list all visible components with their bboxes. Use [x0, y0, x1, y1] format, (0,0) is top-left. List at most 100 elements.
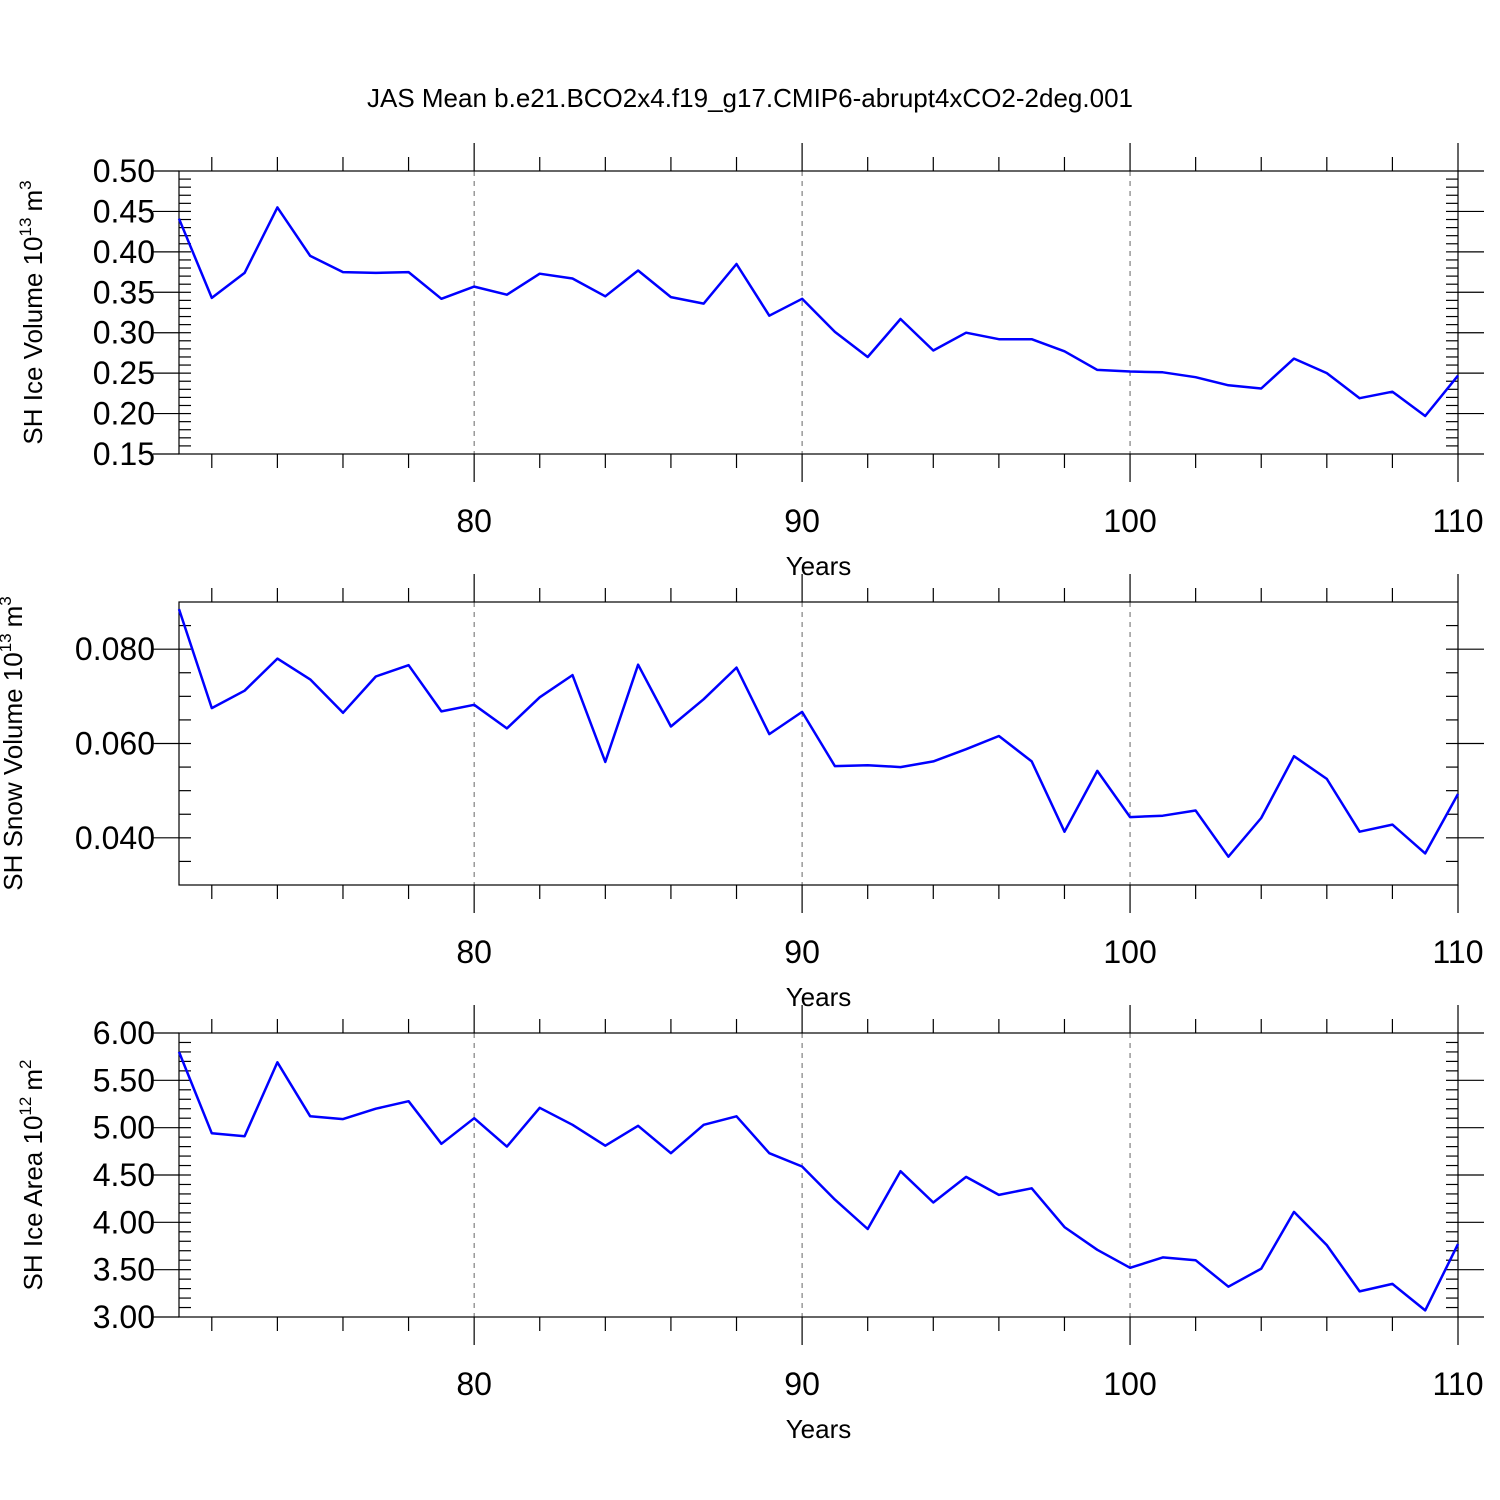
chart-3-data-point	[636, 1124, 640, 1128]
chart-1-data-point	[603, 294, 607, 298]
chart-1-y-axis-label: SH Ice Volume 1013 m3	[16, 180, 48, 444]
chart-1-data-point	[866, 355, 870, 359]
chart-3-y-tick-label: 5.50	[93, 1062, 155, 1098]
chart-2-data-point	[800, 710, 804, 714]
chart-1-y-tick-label: 0.20	[93, 396, 155, 432]
chart-1-data-point	[1030, 337, 1034, 341]
chart-2-series-line	[177, 608, 1460, 858]
chart-2-data-point	[931, 759, 935, 763]
chart-2-x-tick-label: 110	[1432, 934, 1483, 970]
chart-2-data-point	[1128, 815, 1132, 819]
chart-1-data-point	[1095, 368, 1099, 372]
chart-2-data-point	[636, 663, 640, 667]
chart-1-data-point	[439, 297, 443, 301]
chart-3-data-point	[308, 1114, 312, 1118]
chart-3-data-point	[1128, 1266, 1132, 1270]
chart-2-y-tick-label: 0.060	[75, 726, 155, 762]
chart-3-y-tick-label: 4.00	[93, 1204, 155, 1240]
chart-1-data-point	[472, 285, 476, 289]
chart-2-data-point	[439, 709, 443, 713]
chart-1-y-tick-label: 0.35	[93, 274, 155, 310]
chart-1-data-point	[1062, 349, 1066, 353]
chart-3-data-point	[1456, 1242, 1460, 1246]
chart-2-data-point	[1095, 769, 1099, 773]
chart-2-data-point	[472, 703, 476, 707]
chart-3-data-point	[1194, 1258, 1198, 1262]
chart-1-data-point	[407, 270, 411, 274]
chart-1-data-point	[931, 349, 935, 353]
chart-2-data-point	[505, 726, 509, 730]
chart-1-data-point	[374, 271, 378, 275]
chart-3-y-tick-label: 6.00	[93, 1015, 155, 1051]
chart-3-y-tick-label: 5.00	[93, 1110, 155, 1146]
chart-2-data-point	[1423, 851, 1427, 855]
chart-1-data-point	[669, 295, 673, 299]
chart-3-data-point	[538, 1106, 542, 1110]
chart-3-data-point	[1390, 1282, 1394, 1286]
chart-1-data-point	[898, 317, 902, 321]
chart-2-data-point	[603, 760, 607, 764]
chart-2-x-tick-label: 80	[456, 934, 492, 970]
chart-1-data-point	[1259, 387, 1263, 391]
chart-3-data-point	[1358, 1289, 1362, 1293]
chart-2-data-point	[1390, 823, 1394, 827]
chart-3-y-tick-label: 3.00	[93, 1299, 155, 1335]
chart-2-y-tick-label: 0.040	[75, 820, 155, 856]
chart-1-y-tick-label: 0.25	[93, 355, 155, 391]
chart-2-data-point	[1194, 808, 1198, 812]
chart-2-y-axis-label-unit: m	[0, 606, 28, 628]
chart-2-data-point	[210, 706, 214, 710]
chart-2-data-point	[1062, 830, 1066, 834]
chart-1-series-line	[177, 206, 1459, 418]
chart-1-x-tick-label: 110	[1432, 503, 1483, 539]
chart-2-data-point	[341, 711, 345, 715]
chart-3-data-point	[800, 1164, 804, 1168]
chart-3-y-axis-label-unit: m	[18, 1069, 48, 1091]
chart-3-y-axis-label-main: SH Ice Area 10	[18, 1116, 48, 1291]
chart-3-y-axis-label: SH Ice Area 1012 m2	[16, 1060, 48, 1291]
chart-3-data-point	[1292, 1210, 1296, 1214]
chart-2-data-point	[571, 673, 575, 677]
chart-2-data-point	[767, 732, 771, 736]
chart-3-data-point	[1259, 1267, 1263, 1271]
chart-1-data-point	[341, 270, 345, 274]
chart-3-series-line	[177, 1051, 1460, 1312]
chart-2-data-point	[1456, 792, 1460, 796]
chart-1-plot-frame	[178, 170, 1459, 455]
chart-1-x-axis-label: Years	[786, 551, 852, 581]
chart-2-x-tick-label: 100	[1103, 934, 1156, 970]
chart-2-x-axis-label: Years	[786, 982, 852, 1012]
chart-1-data-point	[308, 254, 312, 258]
chart-2-y-axis-label-unit-exponent: 3	[0, 596, 15, 605]
chart-3-data-point	[341, 1117, 345, 1121]
chart-3-x-tick-label: 100	[1103, 1366, 1156, 1402]
chart-1-data-point	[800, 297, 804, 301]
chart-3-data-point	[898, 1169, 902, 1173]
chart-3-data-point	[1062, 1225, 1066, 1229]
chart-3-y-tick-label: 4.50	[93, 1157, 155, 1193]
chart-1-data-point	[571, 277, 575, 281]
chart-2-y-tick-label: 0.080	[75, 631, 155, 667]
chart-2-data-point	[964, 747, 968, 751]
chart-3-data-point	[177, 1050, 181, 1054]
chart-3-data-point	[669, 1151, 673, 1155]
chart-2-data-point	[177, 607, 181, 611]
chart-3-data-point	[931, 1200, 935, 1204]
chart-1-y-tick-label: 0.30	[93, 315, 155, 351]
chart-2-data-point	[735, 666, 739, 670]
chart-3-data-point	[1423, 1308, 1427, 1312]
chart-2: 0.040 0.060 0.080 80 90 100 110 Years SH Snow Vo…	[0, 574, 1484, 1012]
chart-1-y-axis-label-exponent: 13	[16, 218, 35, 237]
chart-2-data-point	[866, 763, 870, 767]
chart-3-y-axis-label-unit-exponent: 2	[16, 1060, 35, 1069]
chart-2-data-point	[243, 689, 247, 693]
chart-1-y-tick-label: 0.15	[93, 436, 155, 472]
chart-1-data-point	[1161, 370, 1165, 374]
chart-1-y-tick-label: 0.40	[93, 234, 155, 270]
chart-1-data-point	[243, 271, 247, 275]
chart-1-y-tick-label: 0.45	[93, 193, 155, 229]
chart-1-data-point	[1358, 396, 1362, 400]
chart-3-data-point	[439, 1142, 443, 1146]
chart-2-data-point	[1325, 777, 1329, 781]
